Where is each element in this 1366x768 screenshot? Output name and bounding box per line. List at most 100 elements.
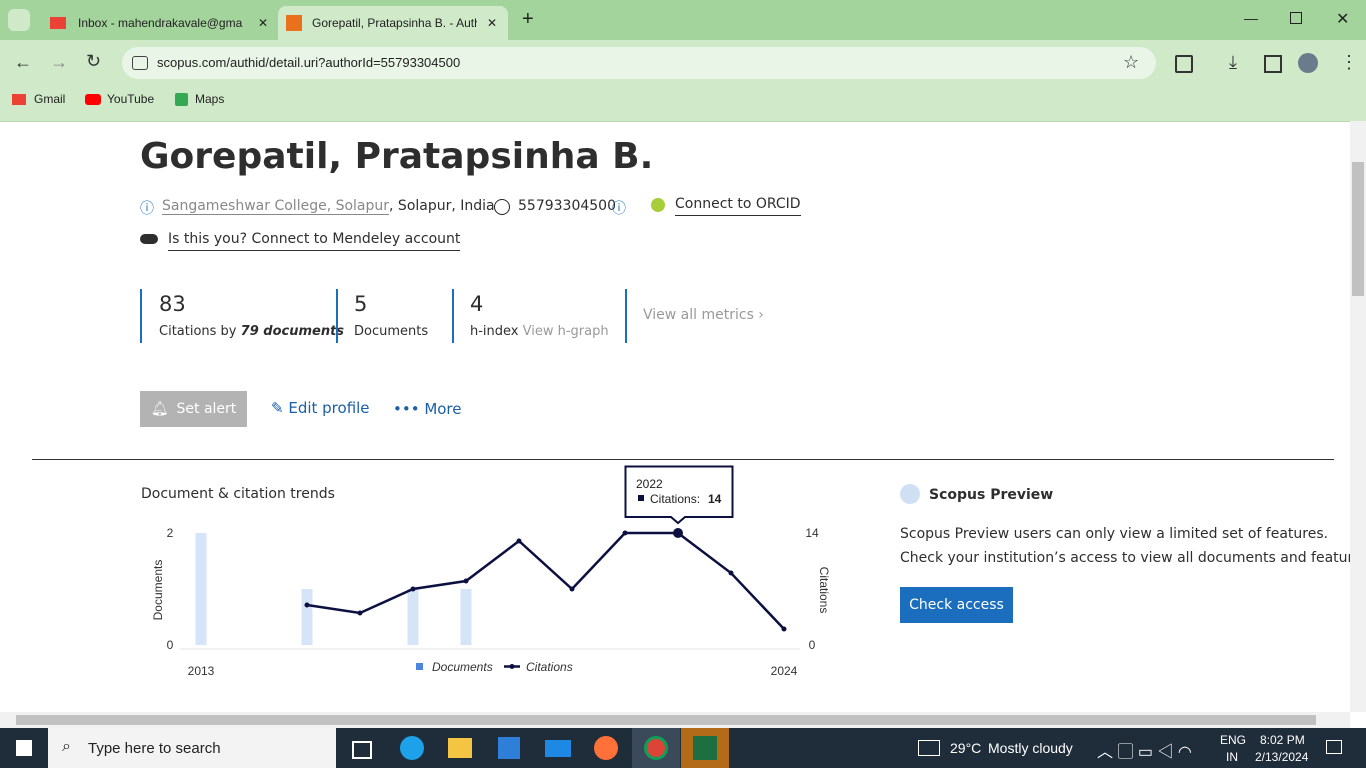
bar: [195, 533, 207, 645]
start-button[interactable]: [16, 740, 32, 756]
search-icon: ⌕: [62, 738, 71, 755]
y2-tick-label: 14: [805, 526, 819, 540]
check-access-button[interactable]: Check access: [900, 587, 1013, 623]
legend-swatch: [416, 663, 423, 670]
tooltip-swatch: [638, 495, 644, 501]
preview-text: Scopus Preview users can only view a lim…: [900, 526, 1329, 542]
close-window[interactable]: ✕: [1336, 11, 1350, 28]
temperature: 29°C: [950, 740, 982, 756]
metric-label-text: h-index: [470, 324, 519, 339]
location: , Solapur, India: [389, 198, 495, 214]
weather-condition: Mostly cloudy: [988, 740, 1073, 756]
x-tick-label: 2024: [771, 664, 798, 678]
menu[interactable]: ⋮: [1340, 52, 1358, 72]
store-icon[interactable]: [498, 737, 520, 759]
metric-emphasis[interactable]: 79 documents: [240, 324, 345, 339]
point: [357, 610, 363, 616]
scopus-icon: [286, 15, 302, 31]
bell-icon: 🔔︎: [150, 401, 169, 417]
back[interactable]: ←: [14, 52, 32, 72]
bookmark[interactable]: YouTube: [107, 92, 155, 106]
new-tab[interactable]: +: [522, 8, 534, 30]
notifications[interactable]: [1326, 740, 1342, 754]
chrome-icon: [644, 736, 668, 760]
reload[interactable]: ↻: [86, 51, 102, 71]
extensions[interactable]: [1175, 55, 1193, 73]
search-box[interactable]: [48, 728, 336, 768]
active-tab[interactable]: Gorepatil, Pratapsinha B. - Auth ✕: [278, 6, 508, 40]
orcid-link[interactable]: Connect to ORCID: [675, 196, 801, 216]
mendeley-icon: [140, 234, 158, 244]
info-icon[interactable]: ⓘ: [612, 201, 626, 217]
bar: [407, 589, 419, 645]
point: [673, 528, 683, 538]
x-tick-label: 2013: [188, 664, 215, 678]
action-text: More: [424, 400, 462, 418]
site-info[interactable]: [132, 56, 148, 70]
tray-icons[interactable]: ︿ ▢ ▭ ◁ ◠: [1097, 744, 1192, 761]
h-graph-link[interactable]: View h-graph: [522, 324, 609, 339]
view-all-metrics[interactable]: View all metrics ›: [643, 307, 764, 323]
clock-time: 8:02 PM: [1260, 733, 1305, 747]
tab-close[interactable]: ✕: [258, 16, 269, 30]
forward[interactable]: →: [50, 52, 68, 72]
excel-icon: [693, 736, 717, 760]
tab[interactable]: Inbox - mahendrakavale@gma ✕: [40, 6, 275, 40]
tooltip-title: 2022: [636, 477, 663, 491]
mail-icon[interactable]: [545, 740, 571, 757]
firefox-icon[interactable]: [594, 736, 618, 760]
legend-swatch: [509, 664, 515, 669]
url: scopus.com/authid/detail.uri?authorId=55…: [157, 55, 461, 70]
minimize[interactable]: —: [1244, 10, 1258, 26]
preview-title: Scopus Preview: [929, 487, 1054, 503]
address-bar[interactable]: [122, 47, 1156, 79]
scopus-id-icon: [494, 199, 510, 215]
profile-avatar[interactable]: [1298, 53, 1318, 73]
metric-value: 5: [354, 292, 368, 316]
youtube-icon: [85, 94, 101, 105]
affiliation-link[interactable]: Sangameshwar College, Solapur: [162, 198, 390, 215]
bookmark[interactable]: Maps: [195, 92, 225, 106]
mendeley-link[interactable]: Is this you? Connect to Mendeley account: [168, 231, 461, 251]
bookmark[interactable]: Gmail: [34, 92, 66, 106]
restore[interactable]: [1290, 12, 1302, 24]
search-placeholder: Type here to search: [88, 740, 221, 757]
tab-title: Gorepatil, Pratapsinha B. - Auth: [312, 16, 477, 30]
maps-icon: [175, 93, 188, 106]
point: [463, 578, 469, 584]
action-text: Edit profile: [288, 399, 370, 417]
y2-axis-title: Citations: [817, 567, 831, 614]
metric-bar: [625, 289, 627, 343]
view-all-text: View all metrics: [643, 307, 754, 323]
author-id: 55793304500: [518, 198, 616, 214]
legend-label: Documents: [432, 660, 493, 674]
edge-icon[interactable]: [400, 736, 424, 760]
region: IN: [1226, 750, 1238, 764]
y-tick-label: 2: [167, 526, 174, 540]
task-view[interactable]: [352, 741, 372, 759]
preview-text: Check your institution’s access to view …: [900, 550, 1366, 566]
legend-label: Citations: [526, 660, 573, 674]
tab-close[interactable]: ✕: [487, 16, 498, 30]
set-alert-button[interactable]: 🔔︎ Set alert: [140, 391, 247, 427]
bar: [301, 589, 313, 645]
bookmark-star[interactable]: ☆: [1123, 52, 1140, 72]
gmail-icon: [12, 94, 26, 105]
tab-search-button[interactable]: [8, 9, 30, 31]
metric-label: Documents: [354, 324, 429, 339]
preview-icon: [900, 484, 920, 504]
metric-label-text: Citations by: [159, 324, 237, 339]
point: [622, 530, 628, 536]
side-panel[interactable]: [1264, 55, 1282, 73]
tooltip-value: 14: [708, 492, 722, 506]
metric-bar: [336, 289, 338, 343]
chart-title: Document & citation trends: [141, 486, 335, 502]
downloads[interactable]: ⤓: [1229, 52, 1237, 72]
scroll-thumb[interactable]: [16, 715, 1316, 725]
more[interactable]: ••• More: [393, 400, 462, 418]
scroll-thumb[interactable]: [1352, 162, 1364, 296]
explorer-icon[interactable]: [448, 738, 472, 758]
tab-strip: [0, 0, 1366, 40]
edit-profile[interactable]: ✎ Edit profile: [271, 399, 370, 417]
language: ENG: [1220, 733, 1247, 747]
